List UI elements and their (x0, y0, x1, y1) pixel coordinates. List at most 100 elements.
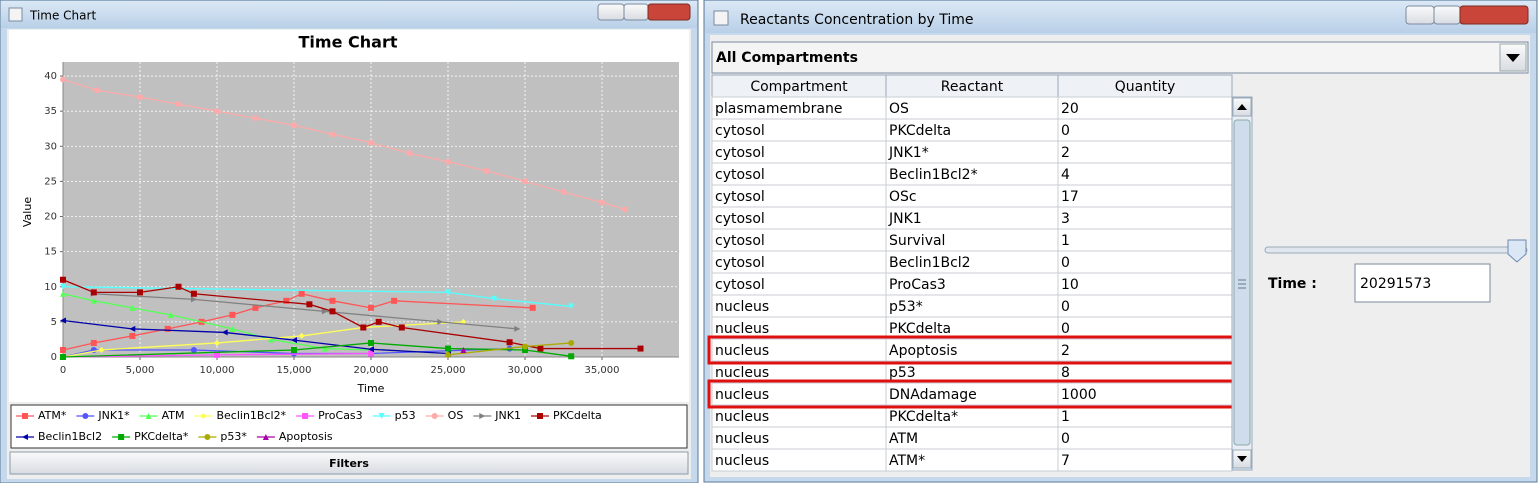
table-cell-text: PKCdelta (889, 123, 951, 139)
marker (368, 139, 374, 146)
table-cell-text: OSc (889, 189, 917, 205)
maximize-button[interactable] (623, 3, 649, 21)
marker (200, 413, 207, 419)
marker (368, 350, 374, 357)
marker (291, 346, 297, 353)
y-tick-label: 35 (44, 106, 57, 117)
table-cell[interactable] (1057, 228, 1233, 252)
legend-label: Beclin1Bcl2* (216, 409, 286, 422)
legend-items: ATM* JNK1* ATM Beclin1Bcl2* ProCas3 p53 OS JNK1… (16, 409, 602, 443)
time-input[interactable] (1354, 263, 1491, 303)
marker (137, 289, 143, 296)
marker (190, 346, 197, 353)
title-bar (1, 1, 697, 28)
filters-button-label: Filters (329, 457, 369, 470)
table-cell[interactable] (1057, 338, 1233, 362)
table-cell[interactable] (1057, 206, 1233, 230)
y-tick-label: 40 (44, 71, 57, 82)
legend-item: PKCdelta (530, 409, 602, 422)
data-table: Compartment Reactant Quantity plasmamembran… (707, 74, 1236, 472)
table-cell[interactable] (1057, 426, 1233, 450)
marker (445, 289, 451, 296)
marker (445, 345, 451, 352)
window-title: Reactants Concentration by Time (740, 12, 974, 28)
filters-button[interactable] (9, 451, 689, 475)
legend-item: Beclin1Bcl2 (16, 430, 102, 443)
legend-label: OS (448, 409, 464, 422)
marker (460, 346, 467, 353)
marker (479, 413, 486, 419)
series (460, 346, 467, 353)
table-cell[interactable] (1057, 118, 1233, 142)
marker (60, 317, 66, 324)
table-cell-text: 2 (1061, 145, 1070, 161)
x-tick-label: 20,000 (354, 365, 389, 376)
marker (118, 434, 125, 440)
legend (10, 404, 688, 449)
table-cell[interactable] (1057, 250, 1233, 274)
table-cell-text: ATM (889, 431, 918, 447)
marker (164, 325, 171, 332)
table-cell-text: 20 (1061, 101, 1079, 117)
maximize-button[interactable] (1433, 5, 1461, 25)
series (60, 339, 575, 360)
table-cell[interactable] (1057, 184, 1233, 208)
scroll-thumb[interactable] (1233, 119, 1251, 446)
x-tick-label: 5,000 (126, 365, 155, 376)
table-cell[interactable] (1057, 448, 1233, 472)
table-cell[interactable] (885, 96, 1059, 120)
marker (445, 158, 451, 165)
legend-label: JNK1 (494, 409, 521, 422)
y-tick-label: 10 (44, 282, 57, 293)
table-cell[interactable] (1057, 272, 1233, 296)
table-cell-text: 1 (1061, 233, 1070, 249)
chart-title: Time Chart (299, 33, 398, 52)
x-tick-label: 0 (60, 365, 66, 376)
marker (60, 276, 66, 283)
scroll-grip (1238, 279, 1246, 289)
column-header-label: Compartment (750, 79, 848, 95)
marker (491, 295, 498, 302)
minimize-button[interactable] (1405, 5, 1435, 25)
close-button[interactable] (647, 3, 691, 21)
marker (252, 304, 259, 311)
y-tick-label: 25 (44, 176, 57, 187)
y-tick-label: 20 (44, 212, 57, 223)
time-chart-window: Time Chart Time Chart Time Value 0 5 10 15 2… (0, 0, 699, 483)
marker (267, 336, 274, 343)
table-cell-text: cytosol (715, 189, 765, 205)
table-cell-text: p53* (889, 299, 923, 315)
table-cell-text: cytosol (715, 123, 765, 139)
table-cell[interactable] (1057, 162, 1233, 186)
marker (529, 304, 536, 311)
marker (522, 343, 528, 350)
legend-label: ProCas3 (318, 409, 363, 422)
table-cell[interactable] (1057, 294, 1233, 318)
marker (98, 346, 105, 353)
marker (190, 296, 197, 303)
column-header-label: Quantity (1115, 79, 1176, 95)
marker (190, 290, 197, 297)
x-tick-label: 10,000 (200, 365, 235, 376)
close-button[interactable] (1459, 5, 1529, 25)
marker (60, 76, 66, 83)
series-line (62, 319, 449, 355)
y-tick-label: 0 (51, 352, 57, 363)
time-slider-knob[interactable] (1507, 239, 1527, 263)
table-cell[interactable] (1057, 96, 1233, 120)
marker (522, 346, 528, 353)
title-bar (705, 1, 1536, 33)
table-cell-text: nucleus (715, 321, 769, 337)
table-cell-text: OS (889, 101, 909, 117)
table-cell-text: cytosol (715, 167, 765, 183)
legend-item: PKCdelta* (112, 430, 189, 443)
table-cell-text: 4 (1061, 167, 1070, 183)
table-cell[interactable] (1057, 140, 1233, 164)
marker (321, 345, 328, 352)
series (60, 290, 536, 353)
compartment-dropdown[interactable] (711, 41, 1529, 74)
time-slider-track[interactable] (1264, 246, 1528, 254)
legend-label: Beclin1Bcl2 (38, 430, 102, 443)
minimize-button[interactable] (597, 3, 625, 21)
